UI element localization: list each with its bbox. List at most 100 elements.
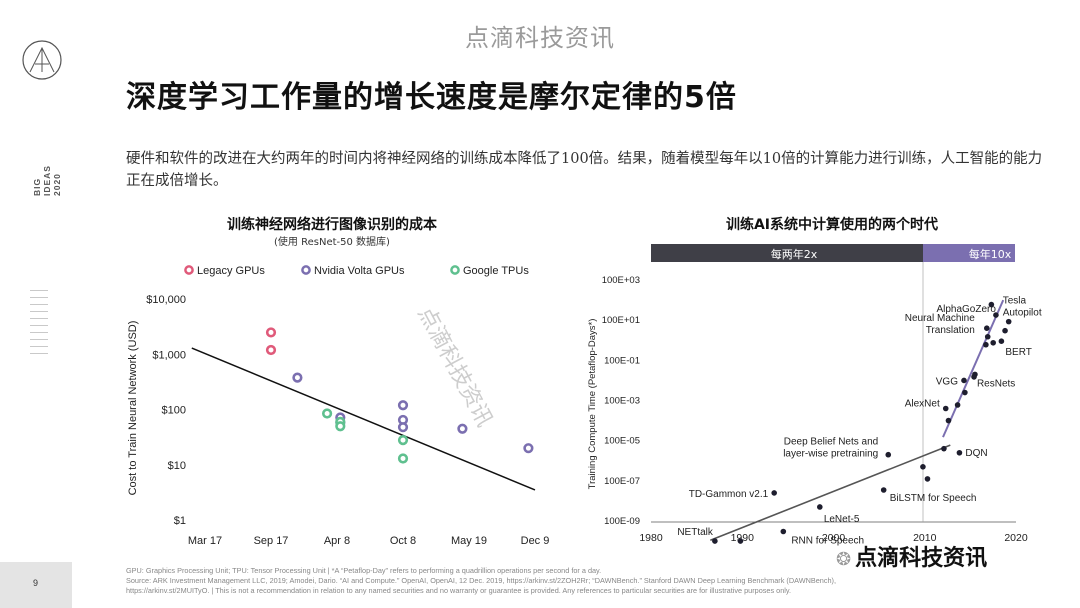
annual-trend-line [942,299,1005,438]
compute-point-label: VGG [936,376,958,387]
compute-data-point [880,487,887,493]
cost-chart: 训练神经网络进行图像识别的成本 (使用 ResNet-50 数据库) Legac… [127,216,550,547]
compute-y-tick: 100E-09 [604,516,640,527]
compute-point-label: Neural Machine Translation [905,313,975,336]
legend-marker-volta [301,265,311,275]
compute-x-tick: 1990 [731,532,755,544]
compute-x-tick: 2020 [1004,532,1028,544]
cost-x-tick: Apr 8 [324,535,350,547]
ark-logo [22,40,62,80]
compute-chart-title: 训练AI系统中计算使用的两个时代 [726,216,938,233]
legend-marker-legacy [184,265,194,275]
compute-point-label: LeNet-5 [824,514,860,525]
compute-point-label: BERT [1005,347,1032,358]
legend-label-legacy: Legacy GPUs [197,265,265,277]
volta-gpu-point [292,372,303,383]
compute-point-label: AlphaGoZero [936,304,996,315]
compute-data-point [712,538,718,544]
compute-x-tick: 2000 [822,532,846,544]
legend-marker-tpu [450,265,460,275]
compute-data-point [941,445,947,452]
compute-data-point [984,325,990,331]
page-subtitle: 硬件和软件的改进在大约两年的时间内将神经网络的训练成本降低了100倍。结果，随着… [126,151,1043,189]
cost-chart-title: 训练神经网络进行图像识别的成本 [227,216,438,233]
page-number: 9 [33,578,39,588]
cost-y-tick: $10 [168,460,186,472]
cost-chart-ylabel: Cost to Train Neural Network (USD) [127,321,139,496]
footnote-line: GPU: Graphics Processing Unit; TPU: Tens… [126,566,602,575]
compute-point-label: Deep Belief Nets and layer-wise pretraini… [783,437,878,460]
compute-data-point [983,341,989,348]
cost-x-tick: Mar 17 [188,535,222,547]
wechat-icon: ❂ [836,549,852,570]
cost-x-tick: Sep 17 [254,535,289,547]
compute-data-point [998,338,1005,344]
compute-x-tick: 1980 [639,532,663,544]
compute-data-point [956,449,963,456]
legend-label-tpu: Google TPUs [463,265,529,277]
tpu-point [397,453,409,464]
cost-x-tick: Oct 8 [390,535,416,547]
compute-data-point [945,417,952,424]
cost-y-tick: $1,000 [152,349,186,361]
volta-gpu-point [397,422,409,433]
cost-x-tick: Dec 9 [521,535,550,547]
compute-data-point [984,333,991,340]
compute-point-label: BiLSTM for Speech [890,493,977,504]
biennial-trend-line [710,444,951,541]
era-band-annual [923,244,1015,262]
compute-point-label: DQN [965,448,987,459]
compute-y-tick: 100E+03 [602,275,640,286]
compute-point-label: TD-Gammon v2.1 [689,489,769,500]
compute-x-tick: 2010 [913,532,937,544]
volta-gpu-point [457,423,468,434]
page-number-box [0,562,72,608]
compute-point-label: AlexNet [905,399,940,410]
compute-data-point [1002,327,1008,334]
footnote: GPU: Graphics Processing Unit; TPU: Tens… [126,566,1046,596]
compute-y-tick: 100E-03 [604,396,640,407]
era-label-biennial: 每两年2x [771,247,818,261]
cost-y-tick: $10,000 [146,294,186,306]
cost-trend-line [191,347,536,491]
compute-point-label: Tesla Autopilot [1003,296,1042,319]
compute-data-point [817,504,823,510]
legacy-gpu-point [265,327,277,338]
volta-gpu-point [397,400,409,411]
compute-data-point [988,301,995,308]
wechat-account: ❂ 点滴科技资讯 [836,540,987,572]
compute-data-point [1005,318,1012,325]
compute-data-point [961,377,967,384]
compute-point-label: NETtalk [677,527,714,538]
compute-point-label: ResNets [977,378,1015,389]
side-decoration [30,290,48,360]
compute-data-point [924,476,931,482]
legacy-gpu-point [265,344,277,356]
compute-y-tick: 100E+01 [602,315,640,326]
compute-chart: 训练AI系统中计算使用的两个时代 每两年2x 每年10x Training Co… [587,216,1042,546]
wechat-label: 点滴科技资讯 [855,546,988,571]
compute-data-point [920,464,926,470]
cost-y-tick: $100 [162,405,186,417]
tpu-point [322,408,333,419]
compute-y-tick: 100E-01 [604,355,640,366]
cost-chart-subtitle: (使用 ResNet-50 数据库) [274,235,390,248]
compute-data-point [971,374,977,380]
compute-data-point [962,389,968,396]
compute-y-tick: 100E-05 [604,436,640,447]
era-band-biennial [651,244,923,262]
era-label-annual: 每年10x [969,247,1012,261]
compute-data-point [993,312,999,318]
compute-data-point [737,538,744,544]
footnote-line: Source: ARK Investment Management LLC, 2… [126,576,837,585]
compute-data-point [771,490,777,496]
compute-y-tick: 100E-07 [604,476,640,487]
volta-gpu-point [523,443,534,454]
tpu-point [335,421,346,432]
compute-point-label: RNN for Speech [791,535,864,546]
cost-y-tick: $1 [174,515,186,527]
tpu-point [397,435,409,446]
legend-label-volta: Nvidia Volta GPUs [314,265,405,277]
page-title: 深度学习工作量的增长速度是摩尔定律的5倍 [126,80,737,115]
compute-data-point [990,339,996,346]
